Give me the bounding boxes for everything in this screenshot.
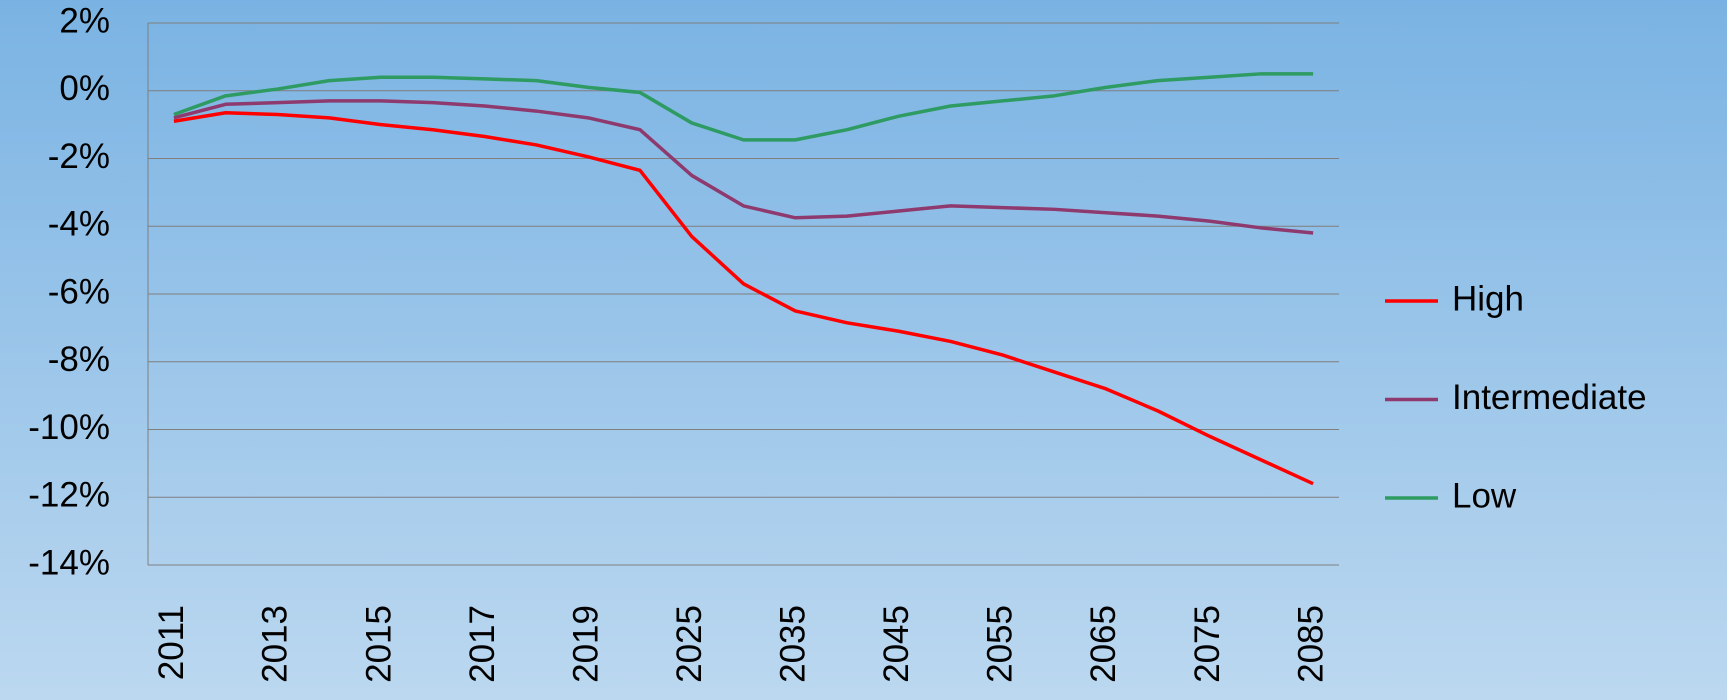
y-tick-label: -8% <box>48 340 110 379</box>
legend-label: Intermediate <box>1452 378 1647 417</box>
x-tick-label: 2085 <box>1291 605 1330 683</box>
series-line <box>173 99 1314 235</box>
x-tick-label: 2011 <box>152 605 191 680</box>
x-tick-label: 2025 <box>670 605 709 683</box>
legend-label: Low <box>1452 476 1517 515</box>
x-tick-label: 2065 <box>1084 605 1123 683</box>
x-tick-label: 2015 <box>359 605 398 683</box>
x-tick-label: 2019 <box>566 605 605 683</box>
legend-label: High <box>1452 279 1524 318</box>
x-tick-label: 2017 <box>463 605 502 683</box>
series-line <box>173 72 1314 142</box>
x-tick-label: 2055 <box>981 605 1020 683</box>
x-tick-label: 2013 <box>256 605 295 683</box>
y-tick-label: -4% <box>48 205 110 244</box>
y-tick-label: -6% <box>48 272 110 311</box>
y-tick-label: -12% <box>28 476 110 515</box>
y-tick-label: -10% <box>28 408 110 447</box>
y-tick-label: -14% <box>28 543 110 582</box>
x-tick-label: 2075 <box>1188 605 1227 683</box>
series-line <box>173 111 1314 486</box>
y-tick-label: 2% <box>59 1 110 40</box>
y-tick-label: 0% <box>59 69 110 108</box>
x-tick-label: 2045 <box>877 605 916 683</box>
x-tick-label: 2035 <box>774 605 813 683</box>
y-tick-label: -2% <box>48 137 110 176</box>
